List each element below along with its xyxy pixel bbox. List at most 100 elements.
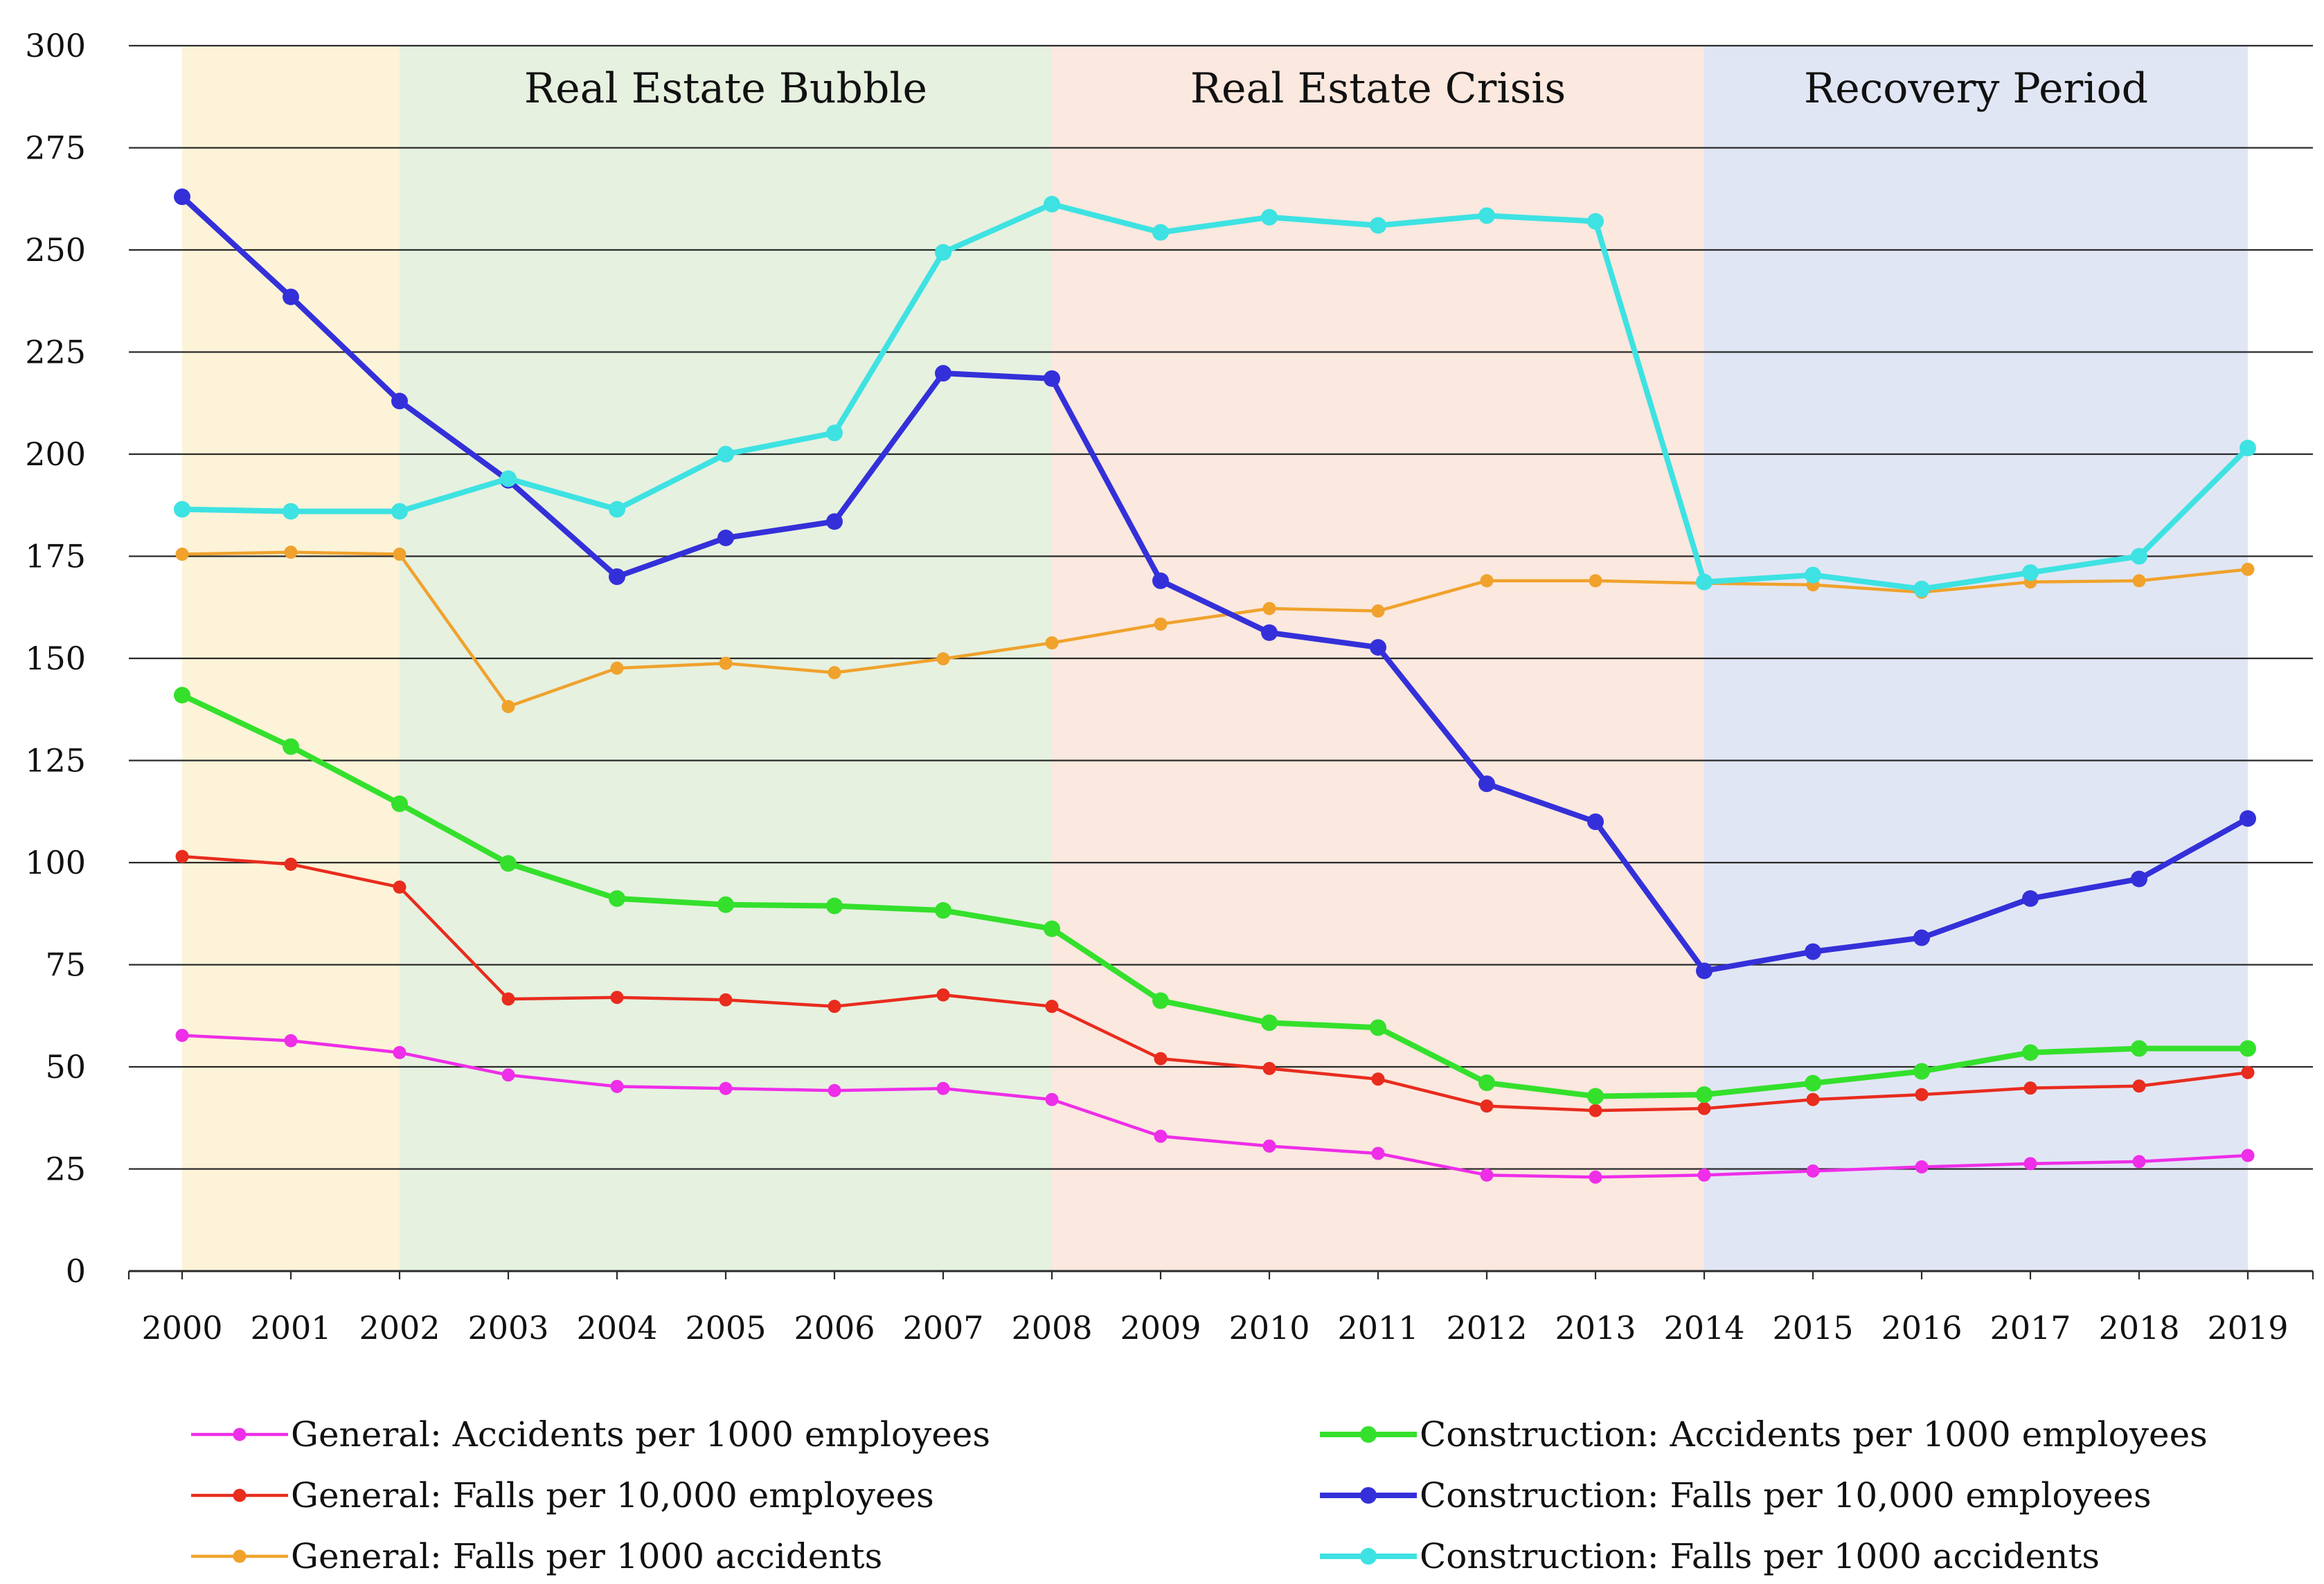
data-point (1371, 1146, 1385, 1160)
x-tick-label: 2001 (250, 1309, 331, 1347)
series-line (179, 194, 2251, 974)
data-point (1478, 775, 1495, 793)
data-point (2022, 890, 2039, 907)
data-point (1480, 1099, 1494, 1113)
data-point (1152, 572, 1169, 589)
data-point (174, 188, 190, 206)
data-point (2022, 564, 2039, 582)
data-point (609, 890, 625, 907)
data-point (1805, 1074, 1821, 1092)
x-tick-label: 2002 (359, 1309, 440, 1347)
data-point (2240, 1040, 2256, 1057)
x-tick-label: 2010 (1228, 1309, 1310, 1347)
data-point (1589, 1104, 1602, 1117)
data-point (1370, 1019, 1386, 1036)
data-point (717, 896, 734, 913)
data-point (828, 666, 841, 680)
data-point (391, 795, 408, 813)
data-point (393, 548, 406, 561)
data-point (1587, 213, 1604, 230)
x-tick-label: 2016 (1881, 1309, 1962, 1347)
data-point (1261, 208, 1278, 226)
data-point (1806, 1092, 1820, 1106)
data-point (717, 446, 734, 462)
series-line (179, 201, 2251, 592)
legend-label: General: Falls per 10,000 employees (291, 1475, 934, 1515)
series-1 (175, 849, 2255, 1117)
data-point (2241, 1065, 2255, 1079)
data-point (1262, 602, 1276, 615)
data-point (1915, 1160, 1929, 1174)
data-point (1154, 1129, 1168, 1143)
x-tick-label: 2007 (902, 1309, 983, 1347)
data-point (1587, 1088, 1604, 1105)
data-point (2131, 548, 2147, 565)
data-point (610, 661, 624, 675)
x-tick-label: 2019 (2207, 1309, 2288, 1347)
data-point (175, 849, 189, 863)
data-point (719, 1081, 733, 1095)
y-tick-label: 100 (25, 844, 86, 881)
data-point (935, 902, 951, 919)
legend-swatch-marker (1360, 1487, 1377, 1504)
series-line (180, 550, 2250, 708)
data-point (2240, 810, 2256, 827)
legend: General: Accidents per 1000 employees Gen… (191, 1414, 2208, 1576)
y-tick-label: 200 (25, 435, 86, 473)
data-point (1152, 992, 1169, 1009)
x-tick-label: 2012 (1446, 1309, 1527, 1347)
data-point (2132, 1155, 2146, 1169)
period-label-3: Recovery Period (1804, 64, 2148, 113)
x-tick-label: 2008 (1011, 1309, 1092, 1347)
data-point (500, 470, 517, 487)
data-point (1152, 224, 1169, 241)
data-point (1696, 962, 1713, 980)
data-point (2132, 1079, 2146, 1093)
legend-label: Construction: Accidents per 1000 employe… (1420, 1414, 2208, 1455)
y-tick-label: 50 (45, 1048, 86, 1086)
data-point (1261, 624, 1278, 641)
data-point (1697, 1168, 1711, 1182)
y-tick-label: 0 (66, 1252, 86, 1290)
series-4 (174, 188, 2256, 980)
data-point (610, 1079, 624, 1093)
y-tick-label: 225 (25, 334, 86, 371)
data-point (1913, 1063, 1930, 1080)
data-point (1587, 813, 1604, 830)
series-0 (175, 1029, 2255, 1184)
x-tick-label: 2003 (467, 1309, 548, 1347)
data-point (2241, 1149, 2255, 1162)
data-point (1696, 573, 1713, 591)
series-line (180, 854, 2250, 1113)
legend-item: Construction: Falls per 10,000 employees (1320, 1475, 2152, 1515)
data-point (609, 501, 625, 518)
data-point (391, 393, 408, 410)
data-point (283, 288, 299, 305)
data-point (1044, 370, 1060, 387)
data-point (609, 568, 625, 585)
data-point (610, 991, 624, 1005)
y-tick-label: 300 (25, 27, 86, 64)
data-point (284, 1034, 298, 1047)
x-tick-label: 2017 (1990, 1309, 2071, 1347)
data-point (2132, 574, 2146, 588)
series-line (179, 692, 2251, 1099)
data-point (175, 1029, 189, 1043)
data-point (2240, 440, 2256, 457)
data-point (1806, 1164, 1820, 1178)
y-tick-label: 125 (25, 742, 86, 780)
x-tick-label: 2015 (1772, 1309, 1853, 1347)
data-point (1261, 1014, 1278, 1032)
data-point (501, 1068, 515, 1082)
data-point (1589, 574, 1602, 588)
legend-item: General: Falls per 10,000 employees (191, 1475, 934, 1515)
data-point (1044, 920, 1060, 937)
legend-item: General: Falls per 1000 accidents (191, 1536, 882, 1576)
legend-label: General: Falls per 1000 accidents (291, 1536, 882, 1576)
data-point (1045, 1000, 1059, 1014)
y-tick-label: 250 (25, 231, 86, 269)
data-point (2022, 1044, 2039, 1061)
x-tick-label: 2013 (1555, 1309, 1636, 1347)
data-point (719, 656, 733, 670)
